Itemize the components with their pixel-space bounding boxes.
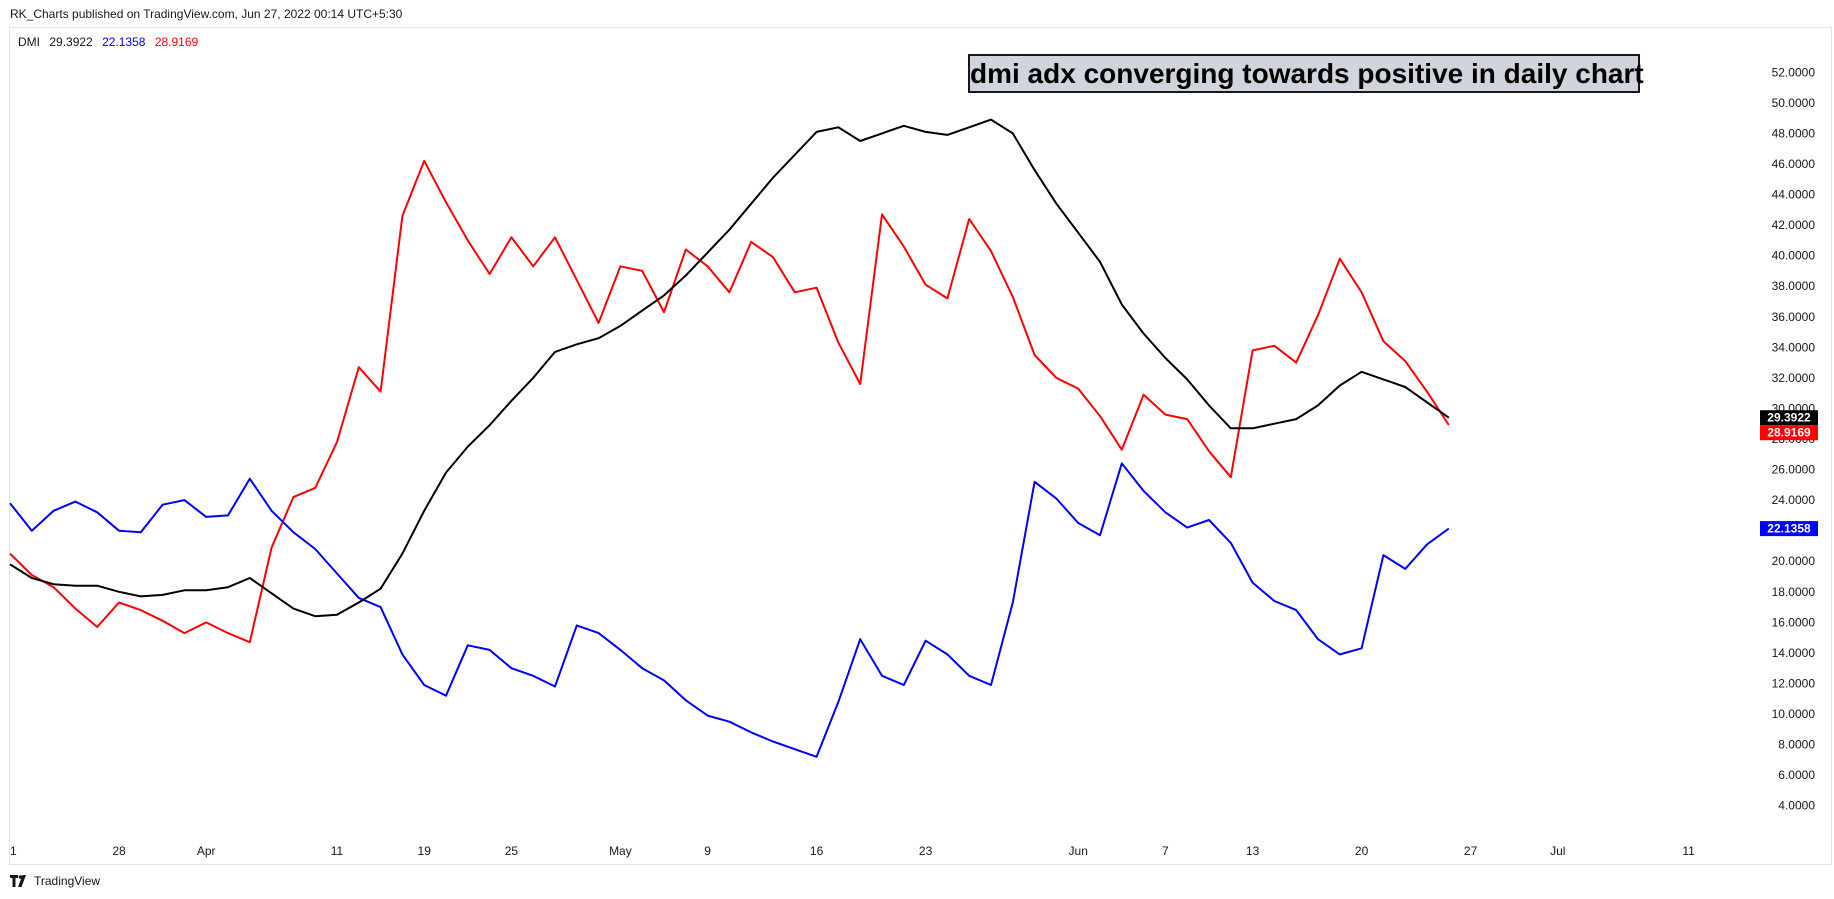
legend-minus-di-value: 28.9169	[154, 35, 199, 49]
y-tick-label: 24.0000	[1772, 493, 1816, 507]
tradingview-logo-icon	[10, 875, 26, 887]
x-tick-label: 9	[704, 844, 711, 858]
y-tick-label: 52.0000	[1772, 65, 1816, 79]
y-tick-label: 6.0000	[1778, 768, 1815, 782]
y-tick-label: 10.0000	[1772, 707, 1816, 721]
y-tick-label: 36.0000	[1772, 310, 1816, 324]
x-tick-label: 28	[112, 844, 126, 858]
svg-text:29.3922: 29.3922	[1767, 411, 1811, 425]
publish-header: RK_Charts published on TradingView.com, …	[10, 7, 403, 21]
chart-annotation[interactable]: dmi adx converging towards positive in d…	[968, 54, 1644, 93]
x-tick-label: 11	[1682, 844, 1695, 858]
x-tick-label: 20	[1355, 844, 1369, 858]
y-tick-label: 48.0000	[1772, 126, 1816, 140]
x-tick-label: May	[609, 844, 632, 858]
y-tick-label: 50.0000	[1772, 96, 1816, 110]
x-tick-label: 27	[1464, 844, 1478, 858]
adx-line[interactable]	[9, 118, 1450, 618]
y-tick-label: 32.0000	[1772, 371, 1816, 385]
plus-di-value-badge: 22.1358	[1760, 521, 1818, 537]
svg-text:28.9169: 28.9169	[1767, 426, 1811, 440]
x-tick-label: 23	[919, 844, 933, 858]
x-tick-label: Apr	[197, 844, 216, 858]
y-axis: 52.0000 50.0000 48.0000 46.0000 44.0000 42.00…	[1772, 65, 1816, 812]
y-tick-label: 16.0000	[1772, 615, 1816, 629]
y-tick-label: 12.0000	[1772, 676, 1816, 690]
y-tick-label: 42.0000	[1772, 218, 1816, 232]
x-tick-label: 1	[10, 844, 17, 858]
y-tick-label: 18.0000	[1772, 585, 1816, 599]
indicator-legend: DMI 29.3922 22.1358 28.9169	[18, 35, 204, 49]
y-tick-label: 34.0000	[1772, 340, 1816, 354]
y-tick-label: 38.0000	[1772, 279, 1816, 293]
y-tick-label: 26.0000	[1772, 463, 1816, 477]
chart-frame	[9, 27, 1832, 865]
legend-indicator-name[interactable]: DMI	[18, 35, 40, 49]
series-lines	[9, 118, 1450, 758]
x-axis: 1 28 Apr 11 19 25 May 9 16 23 Jun 7 13 20 27 Jul 11	[10, 844, 1695, 858]
y-tick-label: 4.0000	[1778, 799, 1815, 813]
plus-di-line[interactable]	[9, 462, 1450, 758]
x-tick-label: 11	[331, 844, 344, 858]
legend-plus-di-value: 22.1358	[102, 35, 146, 49]
x-tick-label: 7	[1162, 844, 1169, 858]
y-tick-label: 46.0000	[1772, 157, 1816, 171]
y-tick-label: 14.0000	[1772, 646, 1816, 660]
footer-brand[interactable]: TradingView	[10, 874, 100, 888]
y-tick-label: 44.0000	[1772, 188, 1816, 202]
x-tick-label: 19	[418, 844, 432, 858]
x-tick-label: 25	[505, 844, 519, 858]
y-tick-label: 8.0000	[1778, 738, 1815, 752]
x-tick-label: 13	[1246, 844, 1260, 858]
y-tick-label: 40.0000	[1772, 249, 1816, 263]
minus-di-line[interactable]	[9, 159, 1450, 644]
svg-text:22.1358: 22.1358	[1767, 522, 1811, 536]
x-tick-label: 16	[810, 844, 824, 858]
adx-value-badge: 29.3922	[1760, 410, 1818, 426]
x-tick-label: Jun	[1069, 844, 1088, 858]
y-tick-label: 20.0000	[1772, 554, 1816, 568]
footer-brand-label: TradingView	[34, 874, 101, 888]
legend-adx-value: 29.3922	[49, 35, 93, 49]
minus-di-value-badge: 28.9169	[1760, 425, 1818, 441]
x-tick-label: Jul	[1550, 844, 1565, 858]
